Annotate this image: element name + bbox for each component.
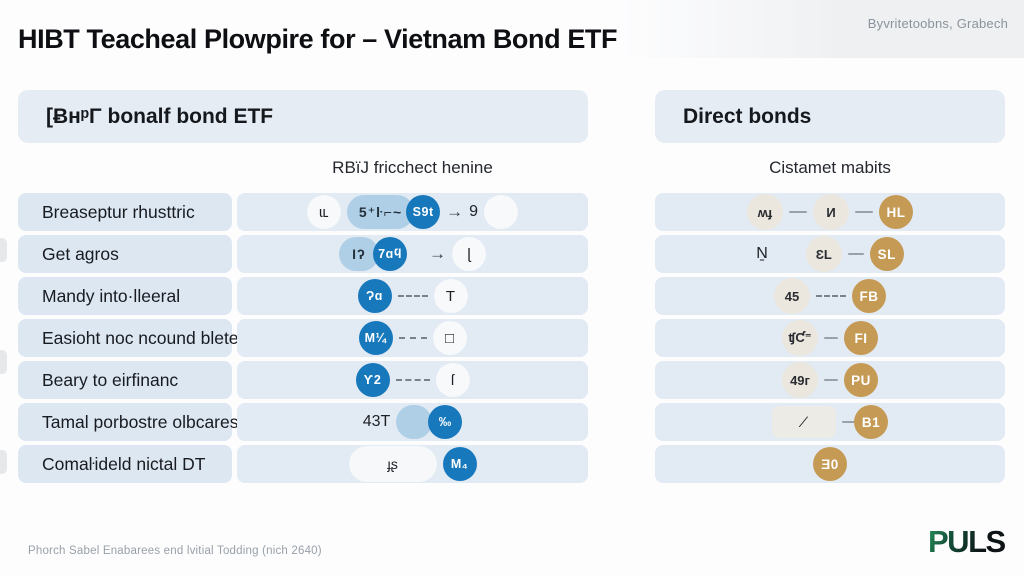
comparison-row: Tamal porbostre olbcares 43T ‰ [18,403,588,441]
row-label: Breaseptur rhusttric [18,193,232,231]
line-connector [855,211,873,213]
white-circle-badge: □ [432,321,467,355]
row-value: ɟʂ M₄ [237,445,588,483]
light-circle-badge: 49ᴦ [782,362,818,398]
etf-panel-header: [ɃʜᵖΓ bonalf bond ETF [18,90,588,143]
blue-pill-badge [396,405,433,439]
light-rect-badge: ∕ [772,406,836,438]
etf-panel-subheader: RBïJ fricchect henine [332,158,493,177]
page-title: HIBT Teacheal Plowpire for – Vietnam Bon… [18,24,618,54]
row-value: ɩʟ 5⁺ŀ⌐~ S9t → 9 [237,193,588,231]
value-text: Ṉ [756,245,768,262]
comparison-row: Breaseptur rhusttric ɩʟ 5⁺ŀ⌐~ S9t → 9 [18,193,588,231]
direct-bonds-rows: ʍɟ И HL Ṉ ƐL SL 45 FB ʧƇ⁼ FI 49ᴦ PU ∕ B1 Ǝ0 [655,193,1005,483]
gold-circle-badge: PU [844,363,878,397]
blue-pill-badge: Ɩʔ [339,237,379,271]
arrow-connector: → [446,202,464,221]
row-value: Ɩʔ 7ɑϥ → ɭ [237,235,588,273]
dashed-connector [395,379,430,381]
white-circle-badge: ɭ [452,237,486,271]
line-connector [789,211,807,213]
row-label: Comaŀideld nictal DT [18,445,232,483]
line-connector [842,421,856,423]
dark-blue-circle-badge: Ƴ2 [355,363,390,397]
comparison-row: Easioht noc ncound bleteriea M¼ □ [18,319,588,357]
direct-bonds-row: Ǝ0 [655,445,1005,483]
direct-bonds-header: Direct bonds [655,90,1005,143]
direct-bonds-panel: Direct bonds Cistamet mabits ʍɟ И HL Ṉ ƐL SL 4… [655,90,1005,483]
direct-bonds-row: 45 FB [655,277,1005,315]
edge-strip [0,350,7,374]
light-circle-badge: ʍɟ [747,194,783,230]
direct-bonds-row: ʧƇ⁼ FI [655,319,1005,357]
line-connector [824,337,838,339]
light-circle-badge: ʧƇ⁼ [782,320,818,356]
white-pill-badge: ɟʂ [348,446,437,482]
comparison-row: Get agros Ɩʔ 7ɑϥ → ɭ [18,235,588,273]
gold-circle-badge: FI [844,321,878,355]
spacer [413,254,423,255]
brand-logo: PULS [928,524,1006,559]
dashed-connector [398,337,427,339]
comparison-row: Comaŀideld nictal DT ɟʂ M₄ [18,445,588,483]
comparison-row: Beary to eirfinanc Ƴ2 ſ [18,361,588,399]
line-connector [824,379,838,381]
row-value: M¼ □ [237,319,588,357]
white-circle-badge: ſ [435,363,470,397]
white-circle-badge: ɩʟ [306,195,341,229]
topright-background [620,0,1024,58]
value-text: 43T [362,413,391,430]
footnote: Phorch Sabel Enabarees end lvitial Toddi… [28,545,322,557]
gold-circle-badge: HL [879,195,913,229]
light-circle-badge: ƐL [805,236,842,272]
light-circle-badge: 45 [774,278,810,314]
etf-panel: [ɃʜᵖΓ bonalf bond ETF RBïJ fricchect hen… [18,90,588,483]
light-circle-badge: И [813,194,849,230]
dark-blue-circle-badge: M₄ [442,447,477,481]
gold-circle-badge: B1 [854,405,888,439]
value-text: 9 [469,203,479,220]
row-value: 43T ‰ [237,403,588,441]
white-circle-badge: T [433,279,468,313]
direct-bonds-subheader: Cistamet mabits [769,158,891,177]
row-label: Easioht noc ncound bleteriea [18,319,268,357]
dashed-connector [397,295,428,297]
line-connector [847,253,864,255]
comparison-row: Mandy into·lleeral Ɂɑ T [18,277,588,315]
direct-bonds-row: ∕ B1 [655,403,1005,441]
edge-strip [0,450,7,474]
row-value: Ƴ2 ſ [237,361,588,399]
spacer [774,254,800,255]
direct-bonds-row: 49ᴦ PU [655,361,1005,399]
row-label: Beary to eirfinanc [18,361,232,399]
row-label: Tamal porbostre olbcares [18,403,238,441]
etf-rows: Breaseptur rhusttric ɩʟ 5⁺ŀ⌐~ S9t → 9 Get agro… [18,193,588,483]
gold-circle-badge: SL [869,237,904,271]
gold-circle-badge: Ǝ0 [813,447,847,481]
dark-blue-circle-badge: S9t [406,195,441,229]
arrow-connector: → [429,244,446,263]
gold-circle-badge: FB [852,279,886,313]
blue-pill-badge: 5⁺ŀ⌐~ [346,195,415,229]
row-value: Ɂɑ T [237,277,588,315]
row-label: Get agros [18,235,232,273]
white-circle-badge [484,195,519,229]
dark-blue-circle-badge: 7ɑϥ [373,237,407,271]
dashed-connector [816,295,846,297]
watermark-text: Byvritetoobns, Grabech [867,16,1008,31]
dark-blue-circle-badge: M¼ [358,321,393,355]
direct-bonds-row: ʍɟ И HL [655,193,1005,231]
edge-strip [0,238,7,262]
row-label: Mandy into·lleeral [18,277,232,315]
direct-bonds-row: Ṉ ƐL SL [655,235,1005,273]
dark-blue-circle-badge: Ɂɑ [357,279,392,313]
dark-blue-circle-badge: ‰ [428,405,463,439]
